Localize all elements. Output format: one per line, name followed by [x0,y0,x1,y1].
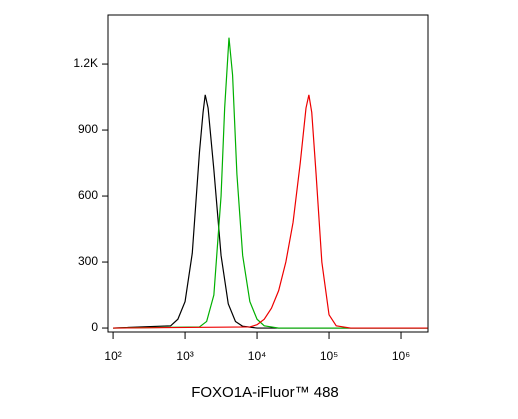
plot-frame [107,14,429,333]
y-tick-label: 600 [78,188,98,202]
x-tick-label: 10² [104,349,121,363]
histogram-line [113,94,428,329]
x-tick-label: 10³ [176,349,193,363]
y-tick-label: 300 [78,254,98,268]
histogram-line [113,94,428,329]
y-tick-label: 900 [78,122,98,136]
histogram-line [113,37,428,329]
x-tick-label: 10⁵ [320,349,338,363]
x-axis-label: FOXO1A-iFluor™ 488 [191,384,339,401]
x-tick-label: 10⁴ [248,349,267,363]
y-tick-label: 0 [91,320,98,334]
y-tick-label: 1.2K [73,56,98,70]
x-tick-label: 10⁶ [392,349,410,363]
